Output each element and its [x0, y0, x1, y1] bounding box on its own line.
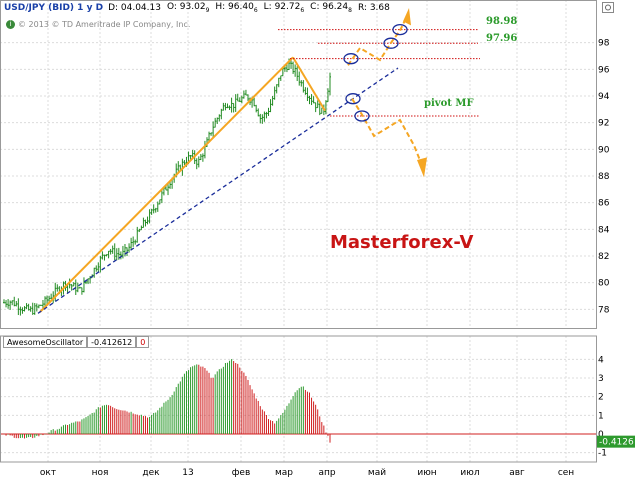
brand-watermark: Masterforex-V — [330, 232, 474, 253]
price-tick-label: 80 — [598, 279, 610, 289]
price-tick-label: 84 — [598, 225, 610, 235]
price-tick-label: 96 — [598, 65, 610, 75]
target-ellipse — [345, 93, 361, 105]
pivot-label: pivot MF — [424, 98, 474, 109]
time-tick-label: мар — [275, 468, 293, 478]
oscillator-header: AwesomeOscillator -0.412612 0 — [3, 336, 150, 348]
oscillator-value: -0.412612 — [87, 336, 137, 348]
target-ellipse — [354, 110, 370, 122]
oscillator-axis-ticks: 4 3 2 1 0 -1-0.4126 — [597, 355, 635, 459]
price-tick-label: 90 — [598, 145, 610, 155]
target-ellipse — [343, 53, 359, 65]
osc-tick-label: 4 — [598, 355, 604, 365]
price-tick-label: 86 — [598, 199, 610, 209]
price-tick-label: 78 — [598, 305, 610, 315]
osc-tick-label: 2 — [598, 393, 604, 403]
time-tick-label: ноя — [92, 468, 109, 478]
oscillator-grid — [0, 336, 596, 462]
osc-tick-label: 0 — [598, 430, 604, 440]
date-readout: D: 04.04.13 — [108, 3, 161, 13]
correction-line — [292, 56, 326, 112]
open-readout: O: 93.029 — [166, 2, 210, 14]
time-tick-label: окт — [40, 468, 56, 478]
close-readout: C: 96.248 — [310, 2, 352, 14]
osc-tick-label: -1 — [598, 449, 607, 459]
price-tick-label: 92 — [598, 119, 609, 129]
price-axis-ticks: 78 80 82 84 86 88 90 92 94 96 98 — [598, 39, 610, 316]
bullish-projection — [347, 15, 408, 66]
bearish-arrowhead — [417, 157, 427, 178]
uptrend-line — [39, 56, 294, 313]
price-tick-label: 82 — [598, 252, 609, 262]
price-tick-label: 94 — [598, 92, 610, 102]
range-readout: R: 3.68 — [357, 3, 390, 13]
support-trend-line — [37, 67, 399, 314]
price-tick-label: 98 — [598, 39, 610, 49]
time-axis-ticks: окт ноя дек 13 фев мар апр май июн июл авг сен — [40, 468, 574, 478]
time-tick-label: 13 — [182, 468, 193, 478]
time-tick-label: апр — [318, 468, 335, 478]
time-tick-label: дек — [142, 468, 160, 478]
oscillator-name[interactable]: AwesomeOscillator — [3, 336, 88, 348]
time-tick-label: фев — [232, 468, 251, 478]
oscillator-zero: 0 — [136, 336, 150, 348]
time-tick-label: июл — [460, 468, 479, 478]
time-tick-label: сен — [558, 468, 574, 478]
target-ellipse — [383, 37, 399, 49]
drawings — [37, 8, 480, 314]
oscillator-panel-border — [0, 335, 597, 463]
target-ellipse — [392, 23, 408, 36]
time-tick-label: авг — [509, 468, 525, 478]
price-grid — [0, 0, 596, 328]
osc-tick-label: 3 — [598, 374, 604, 384]
symbol-label[interactable]: USD/JPY (BID) 1 y D — [4, 3, 104, 13]
info-icon[interactable]: i — [6, 20, 15, 29]
bearish-projection — [351, 98, 423, 166]
level-label-high: 98.98 — [486, 16, 518, 27]
price-bars — [3, 58, 331, 316]
oscillator-bars — [3, 359, 331, 443]
high-readout: H: 96.406 — [215, 2, 258, 14]
price-panel-border — [0, 0, 597, 329]
osc-tick-label: 1 — [598, 411, 604, 421]
gear-icon[interactable] — [602, 2, 614, 13]
price-tick-label: 88 — [598, 172, 610, 182]
bullish-arrowhead — [403, 8, 411, 26]
current-value-tag — [597, 435, 635, 448]
copyright-notice: i © 2013 © TD Ameritrade IP Company, Inc… — [6, 20, 190, 29]
chart-header: USD/JPY (BID) 1 y D D: 04.04.13 O: 93.02… — [0, 0, 600, 16]
level-label-mid: 97.96 — [486, 33, 518, 44]
time-tick-label: май — [368, 468, 386, 478]
time-tick-label: июн — [417, 468, 436, 478]
current-value-label: -0.4126 — [599, 438, 634, 448]
low-readout: L: 92.726 — [263, 2, 305, 14]
